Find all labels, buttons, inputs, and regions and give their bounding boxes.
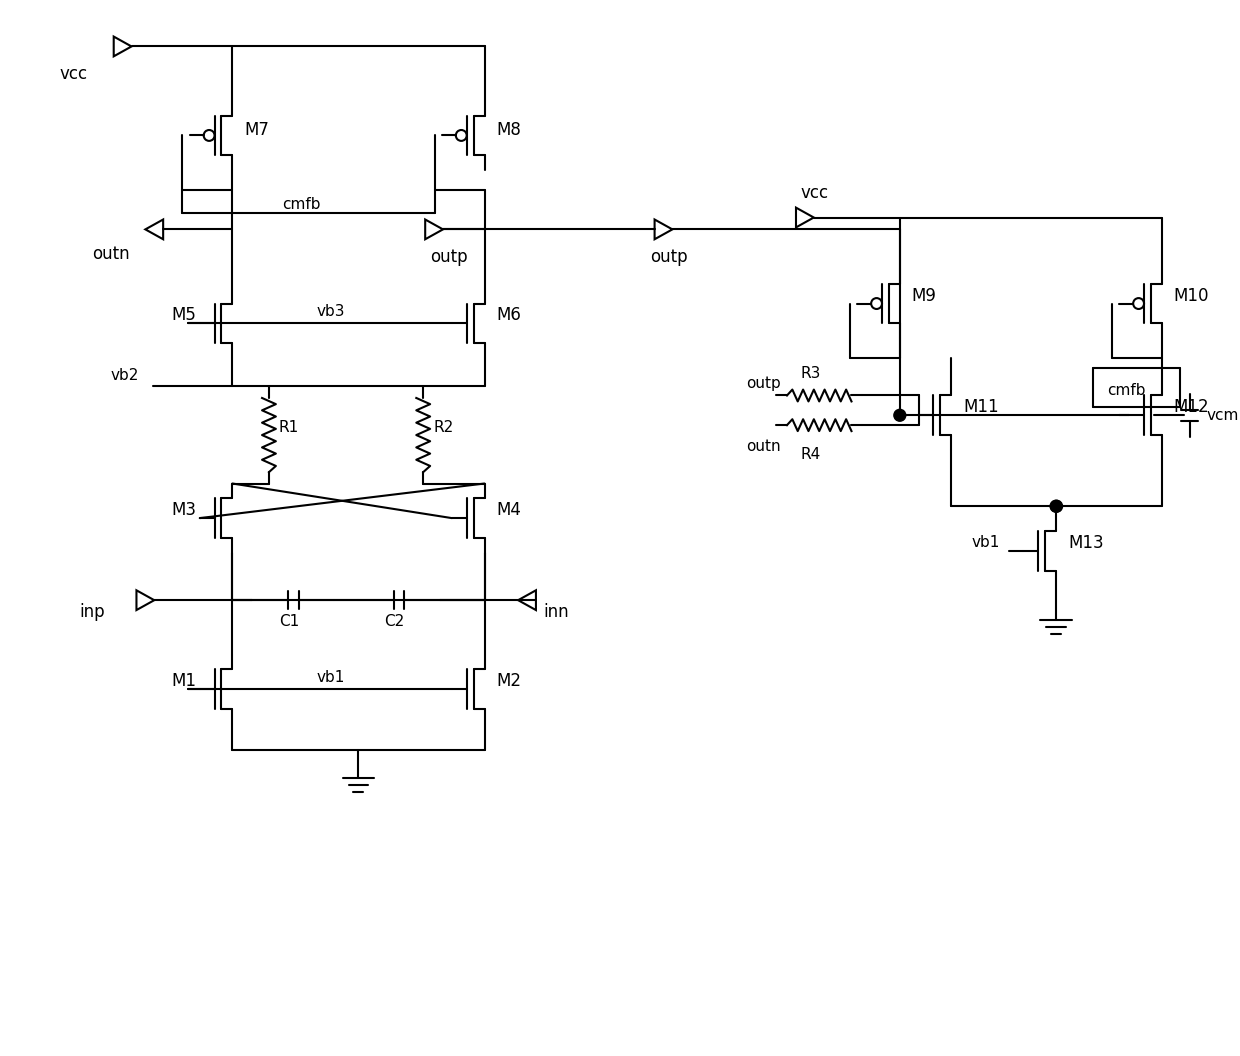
Text: R2: R2 xyxy=(433,419,454,435)
Text: M5: M5 xyxy=(171,306,196,324)
Text: outn: outn xyxy=(746,439,781,454)
Text: M4: M4 xyxy=(496,502,521,520)
Circle shape xyxy=(894,410,905,421)
Text: vb1: vb1 xyxy=(972,535,1001,550)
Text: vb1: vb1 xyxy=(316,670,345,684)
Text: vcm: vcm xyxy=(1207,408,1239,422)
Text: M3: M3 xyxy=(171,502,196,520)
Text: outp: outp xyxy=(650,248,687,266)
Text: vb3: vb3 xyxy=(316,304,345,319)
Text: M13: M13 xyxy=(1068,534,1104,552)
Circle shape xyxy=(1050,501,1061,512)
Text: outn: outn xyxy=(92,245,130,263)
Text: vcc: vcc xyxy=(801,184,830,202)
Circle shape xyxy=(1050,501,1063,512)
Text: R4: R4 xyxy=(801,448,821,463)
Text: M12: M12 xyxy=(1174,398,1209,416)
Text: M6: M6 xyxy=(496,306,521,324)
Text: M8: M8 xyxy=(496,121,521,139)
Text: outp: outp xyxy=(746,376,781,391)
Text: vb2: vb2 xyxy=(110,369,139,383)
Text: R1: R1 xyxy=(279,419,299,435)
Text: M10: M10 xyxy=(1174,286,1209,304)
Text: cmfb: cmfb xyxy=(1107,383,1146,398)
Text: M11: M11 xyxy=(963,398,998,416)
Text: inn: inn xyxy=(544,603,569,621)
Text: cmfb: cmfb xyxy=(281,197,320,212)
Text: R3: R3 xyxy=(801,366,821,381)
Text: inp: inp xyxy=(79,603,104,621)
Text: C2: C2 xyxy=(383,615,404,629)
Text: M1: M1 xyxy=(171,673,196,691)
Text: vcc: vcc xyxy=(60,65,88,83)
Text: M7: M7 xyxy=(244,121,269,139)
Text: C1: C1 xyxy=(279,615,299,629)
Text: M9: M9 xyxy=(911,286,936,304)
Text: M2: M2 xyxy=(496,673,521,691)
Text: outp: outp xyxy=(430,248,467,266)
